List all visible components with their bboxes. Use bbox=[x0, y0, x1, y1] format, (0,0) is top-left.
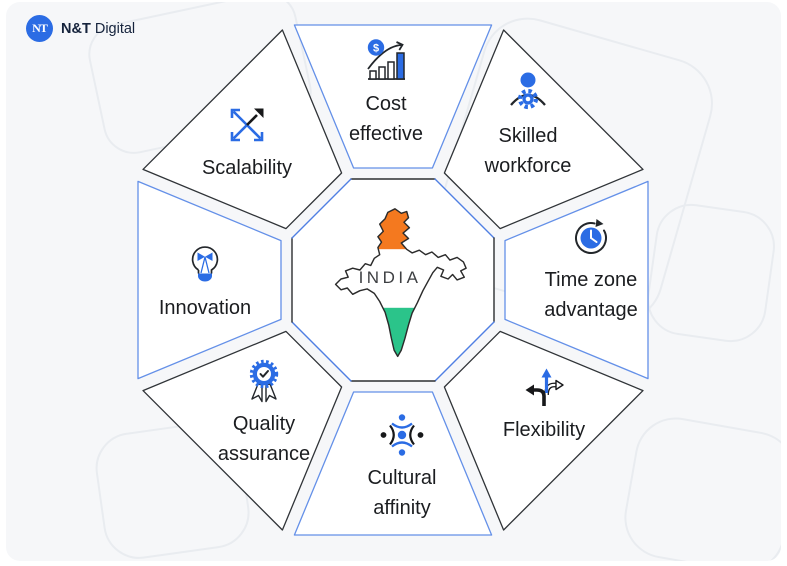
card-background: NT N&T Digital bbox=[6, 2, 781, 561]
segment-time-zone-advantage: Time zone advantage bbox=[501, 214, 681, 325]
segment-label: Cost effective bbox=[349, 89, 423, 149]
sector-quality-assurance bbox=[142, 330, 343, 531]
sector-cultural-affinity bbox=[293, 391, 493, 536]
expand-arrows-icon bbox=[224, 102, 270, 148]
branching-arrows-icon bbox=[521, 364, 567, 410]
label-line: assurance bbox=[217, 443, 311, 465]
segment-label: Scalability bbox=[202, 153, 292, 183]
segment-innovation: Innovation bbox=[115, 242, 295, 323]
segment-label: Skilled workforce bbox=[485, 121, 572, 181]
label-line: Cost bbox=[365, 93, 407, 115]
segment-label: Innovation bbox=[159, 293, 251, 323]
logo-monogram-icon: NT bbox=[26, 15, 53, 42]
label-line: affinity bbox=[373, 497, 431, 519]
person-gear-icon bbox=[505, 70, 551, 116]
dollar-glyph: $ bbox=[373, 42, 379, 54]
segment-cost-effective: $ Cost effective bbox=[296, 38, 476, 149]
india-label: INDIA bbox=[359, 268, 422, 287]
label-line: Scalability bbox=[201, 157, 293, 179]
segment-cultural-affinity: Cultural affinity bbox=[312, 412, 492, 523]
label-line: workforce bbox=[484, 155, 572, 177]
logo-name-bold: N&T bbox=[61, 20, 91, 37]
sector-skilled-workforce bbox=[443, 29, 644, 230]
segment-scalability: Scalability bbox=[157, 102, 337, 183]
background-shape bbox=[647, 203, 775, 343]
label-line: effective bbox=[348, 123, 424, 145]
sector-cost-effective bbox=[293, 24, 493, 169]
label-line: Time zone bbox=[544, 269, 638, 291]
sector-flexibility bbox=[443, 330, 644, 531]
segment-flexibility: Flexibility bbox=[454, 364, 634, 445]
award-badge-icon bbox=[241, 358, 287, 404]
label-line: Innovation bbox=[158, 297, 252, 319]
segment-quality-assurance: Quality assurance bbox=[174, 358, 354, 469]
logo-name-regular: Digital bbox=[94, 20, 136, 37]
sector-time-zone bbox=[504, 180, 649, 380]
label-line: advantage bbox=[544, 299, 638, 321]
background-shape bbox=[624, 417, 781, 561]
segment-label: Cultural affinity bbox=[368, 463, 437, 523]
segment-label: Time zone advantage bbox=[544, 265, 637, 325]
segment-label: Quality assurance bbox=[218, 409, 310, 469]
wheel-diagram: INDIA bbox=[88, 2, 781, 561]
label-line: Skilled bbox=[498, 125, 558, 147]
logo-text: N&T Digital bbox=[61, 21, 135, 37]
segment-label: Flexibility bbox=[503, 415, 585, 445]
segment-skilled-workforce: Skilled workforce bbox=[438, 70, 618, 181]
growth-chart-dollar-icon: $ bbox=[363, 38, 409, 84]
label-line: Flexibility bbox=[502, 419, 586, 441]
logo: NT N&T Digital bbox=[26, 15, 135, 42]
lightbulb-icon bbox=[182, 242, 228, 288]
label-line: Quality bbox=[232, 413, 296, 435]
community-dots-icon bbox=[379, 412, 425, 458]
clock-rotation-icon bbox=[568, 214, 614, 260]
label-line: Cultural bbox=[367, 467, 437, 489]
